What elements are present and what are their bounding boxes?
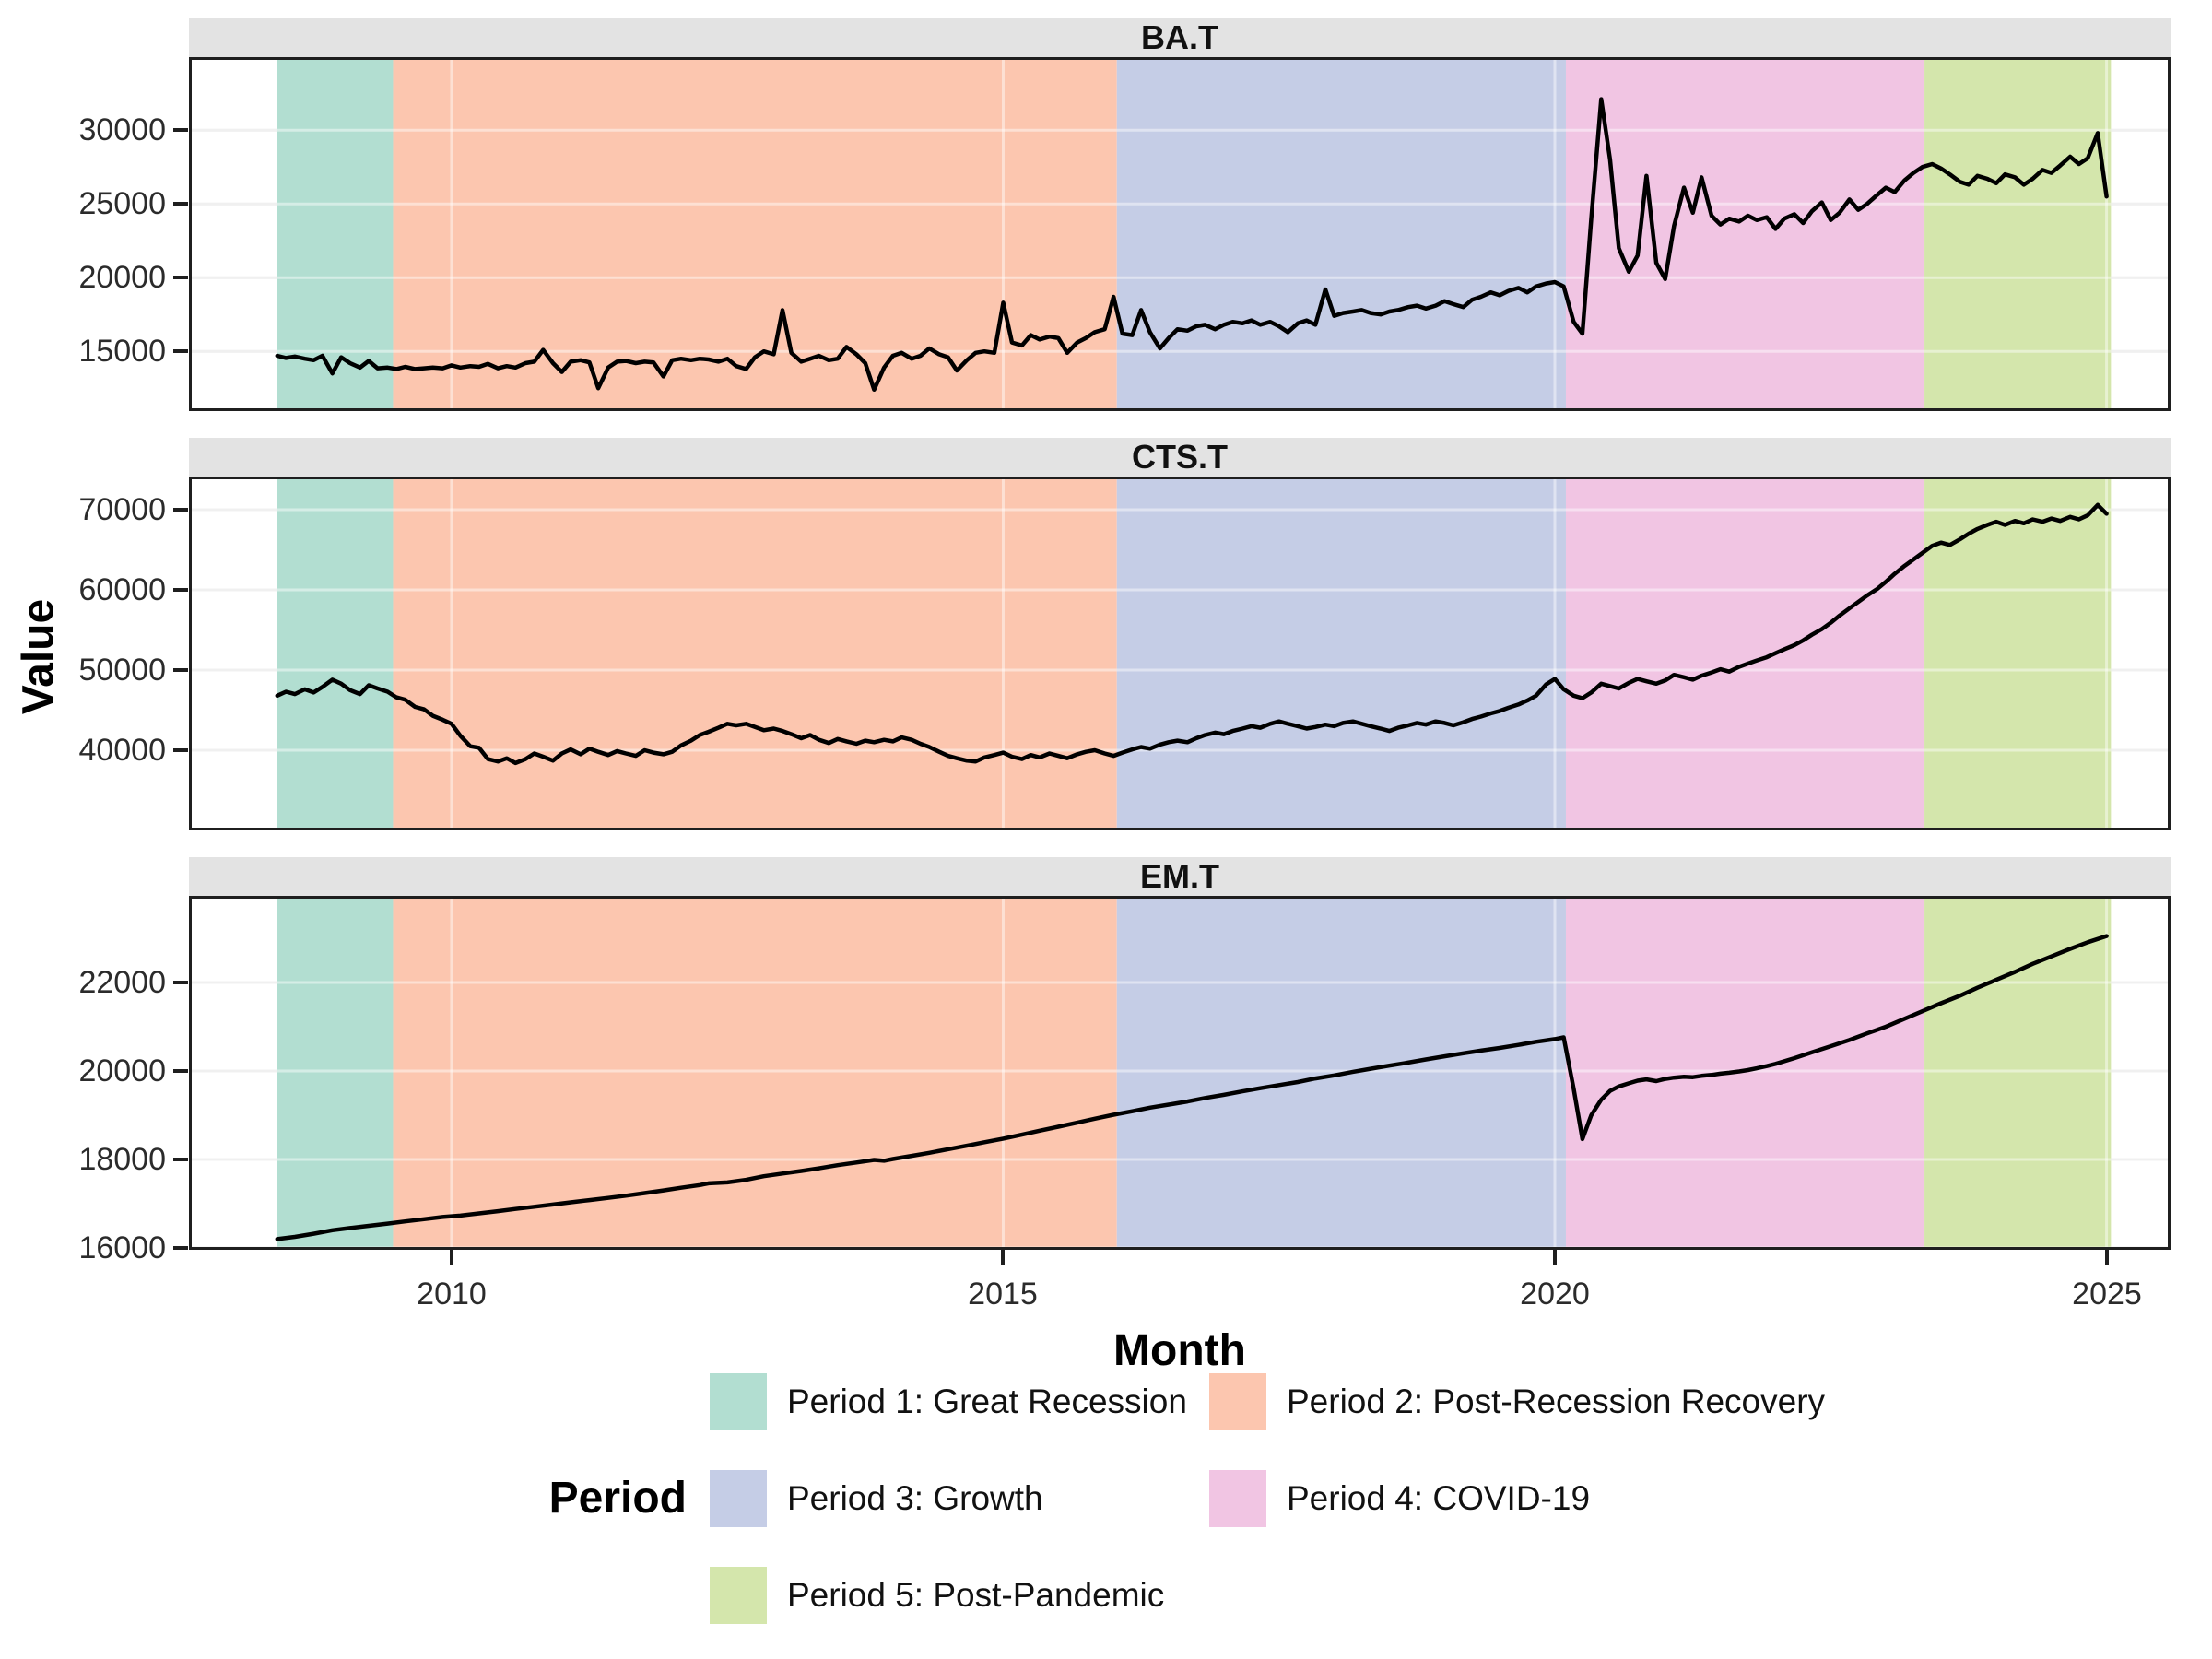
panel-em-t xyxy=(189,896,2171,1250)
period-band-4 xyxy=(1565,477,1925,830)
period-band-5 xyxy=(1924,477,2112,830)
period-band-3 xyxy=(1116,477,1566,830)
legend-key-covid-19 xyxy=(1209,1470,1266,1527)
y-tick-label: 20000 xyxy=(78,260,166,296)
series-line-ba-t xyxy=(275,97,2109,393)
y-tick-label: 18000 xyxy=(78,1141,166,1177)
period-band-5 xyxy=(1924,57,2112,411)
y-tick-mark xyxy=(173,1157,188,1161)
y-tick-mark xyxy=(173,128,188,133)
y-axis-title: Value xyxy=(14,598,64,715)
y-tick-mark xyxy=(173,588,188,592)
legend-label-period-2: Period 2: Post-Recession Recovery xyxy=(1287,1382,1826,1420)
panel-border xyxy=(189,477,2171,830)
x-tick-mark xyxy=(2104,1250,2109,1265)
x-tick-mark xyxy=(1001,1250,1006,1265)
legend-key-post-recession-recovery xyxy=(1209,1373,1266,1430)
y-tick-label: 25000 xyxy=(78,186,166,222)
legend: Period Period 1: Great Recession Period … xyxy=(0,1346,2212,1659)
legend-item-period-3: Period 3: Growth xyxy=(710,1470,1043,1527)
legend-item-period-4: Period 4: COVID-19 xyxy=(1209,1470,1590,1527)
legend-label-period-5: Period 5: Post-Pandemic xyxy=(787,1576,1165,1614)
facet-strip-em-t: EM.T xyxy=(189,857,2171,896)
facet-title-ba-t: BA.T xyxy=(1141,18,1218,56)
y-tick-mark xyxy=(173,508,188,512)
y-tick-label: 22000 xyxy=(78,964,166,1000)
line-chart-em-t xyxy=(189,896,2171,1250)
period-band-1 xyxy=(276,57,394,411)
y-tick-mark xyxy=(173,980,188,984)
y-tick-label: 16000 xyxy=(78,1230,166,1265)
panel-ba-t xyxy=(189,57,2171,411)
legend-key-great-recession xyxy=(710,1373,767,1430)
panel-border xyxy=(189,57,2171,411)
y-tick-label: 50000 xyxy=(78,653,166,688)
legend-key-post-pandemic xyxy=(710,1567,767,1624)
line-chart-ba-t xyxy=(189,57,2171,411)
x-tick-label-2020: 2020 xyxy=(1520,1277,1590,1312)
y-tick-label: 60000 xyxy=(78,572,166,607)
x-tick-label-2010: 2010 xyxy=(417,1277,487,1312)
legend-item-period-1: Period 1: Great Recession xyxy=(710,1373,1187,1430)
x-axis-title: Month xyxy=(1113,1326,1246,1375)
y-tick-mark xyxy=(173,1068,188,1073)
y-tick-mark xyxy=(173,748,188,752)
facet-strip-ba-t: BA.T xyxy=(189,18,2171,57)
x-tick-label-2015: 2015 xyxy=(968,1277,1038,1312)
panel-border xyxy=(189,896,2171,1250)
period-band-4 xyxy=(1565,57,1925,411)
period-band-2 xyxy=(393,477,1117,830)
x-tick-mark xyxy=(449,1250,453,1265)
facet-title-cts-t: CTS.T xyxy=(1132,438,1228,476)
facet-title-em-t: EM.T xyxy=(1140,857,1219,895)
series-line-cts-t xyxy=(275,502,2109,766)
legend-title: Period xyxy=(548,1474,687,1523)
y-tick-mark xyxy=(173,1245,188,1250)
legend-label-period-1: Period 1: Great Recession xyxy=(787,1382,1187,1420)
period-band-5 xyxy=(1924,896,2112,1250)
legend-item-period-2: Period 2: Post-Recession Recovery xyxy=(1209,1373,1825,1430)
y-tick-mark xyxy=(173,276,188,280)
legend-label-period-3: Period 3: Growth xyxy=(787,1479,1043,1517)
x-tick-label-2025: 2025 xyxy=(2072,1277,2142,1312)
period-band-3 xyxy=(1116,57,1566,411)
y-tick-label: 20000 xyxy=(78,1053,166,1088)
series-line-em-t xyxy=(275,934,2109,1241)
legend-key-growth xyxy=(710,1470,767,1527)
x-tick-mark xyxy=(1553,1250,1558,1265)
y-tick-mark xyxy=(173,349,188,354)
period-band-2 xyxy=(393,896,1117,1250)
y-tick-label: 70000 xyxy=(78,492,166,528)
panel-cts-t xyxy=(189,477,2171,830)
facet-strip-cts-t: CTS.T xyxy=(189,438,2171,477)
period-band-4 xyxy=(1565,896,1925,1250)
y-tick-mark xyxy=(173,202,188,206)
legend-item-period-5: Period 5: Post-Pandemic xyxy=(710,1567,1164,1624)
y-tick-label: 40000 xyxy=(78,733,166,768)
line-chart-cts-t xyxy=(189,477,2171,830)
period-band-1 xyxy=(276,477,394,830)
legend-label-period-4: Period 4: COVID-19 xyxy=(1287,1479,1591,1517)
y-tick-mark xyxy=(173,668,188,672)
y-tick-label: 15000 xyxy=(78,334,166,370)
period-band-1 xyxy=(276,896,394,1250)
y-tick-label: 30000 xyxy=(78,112,166,148)
